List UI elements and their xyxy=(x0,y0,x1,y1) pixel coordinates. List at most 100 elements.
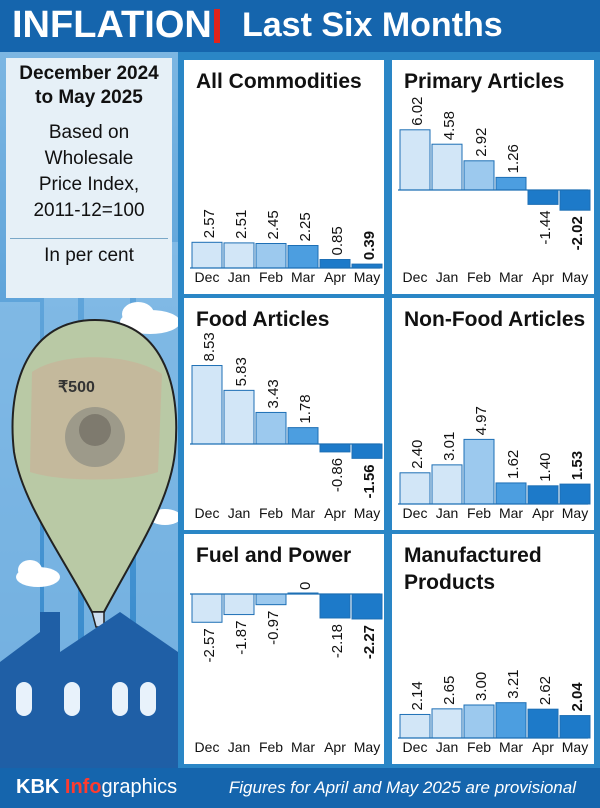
bar-apr xyxy=(319,259,351,269)
category-label: Dec xyxy=(195,739,220,755)
chart-panel-food-articles: Food Articles 8.53 Dec 5.83 Jan 3.43 Feb 1.78 M… xyxy=(184,298,384,530)
bar-mar xyxy=(287,245,319,269)
chart-title: Primary Articles xyxy=(404,70,565,93)
chart-title-line-2: Products xyxy=(404,571,496,594)
bar-jan xyxy=(223,242,255,269)
chart-panel-non-food-articles: Non-Food Articles 2.40 Dec 3.01 Jan 4.97 Feb 1… xyxy=(392,298,594,530)
sidebar-illustration: ₹500 xyxy=(0,52,178,768)
data-label: -2.57 xyxy=(201,628,218,662)
bar-jan xyxy=(431,464,463,505)
data-label: 1.40 xyxy=(537,453,554,482)
data-label: -1.87 xyxy=(233,621,250,655)
chart-title: Fuel and Power xyxy=(196,544,352,567)
category-label: Feb xyxy=(259,739,283,755)
category-label: Feb xyxy=(259,269,283,285)
chart-panel-all-commodities: All Commodities 2.57 Dec 2.51 Jan 2.45 Feb 2.2… xyxy=(184,60,384,294)
category-label: Dec xyxy=(403,505,428,521)
category-label: Feb xyxy=(467,505,491,521)
data-label: -1.44 xyxy=(537,210,554,244)
category-label: Jan xyxy=(228,739,251,755)
chart-svg: 8.53 Dec 5.83 Jan 3.43 Feb 1.78 Mar -0.86 Apr -1.5… xyxy=(190,332,383,521)
chart-title: All Commodities xyxy=(196,70,362,93)
category-label: Dec xyxy=(403,739,428,755)
info-box-background xyxy=(6,58,172,298)
cloud-icons xyxy=(16,302,178,587)
chart-svg: 2.57 Dec 2.51 Jan 2.45 Feb 2.25 Mar 0.85 Apr 0.39 M… xyxy=(190,209,383,285)
header-bar: INFLATION Last Six Months xyxy=(0,0,600,52)
category-label: Apr xyxy=(324,739,346,755)
basis-line-3: Price Index, xyxy=(38,174,140,195)
chart-panel-primary-articles: Primary Articles 6.02 Dec 4.58 Jan 2.92 Feb 1.… xyxy=(392,60,594,294)
category-label: May xyxy=(354,269,380,285)
data-label: 2.62 xyxy=(537,676,554,705)
bar-may xyxy=(351,443,383,459)
banknote-text: ₹500 xyxy=(58,379,95,396)
house-icon xyxy=(0,612,178,768)
bar-feb xyxy=(463,704,495,739)
bar-feb xyxy=(255,593,287,606)
bar-dec xyxy=(191,593,223,623)
chart-svg: 2.14 Dec 2.65 Jan 3.00 Feb 3.21 Mar 2.62 Apr 2.04 M… xyxy=(398,669,591,755)
bar-jan xyxy=(223,593,255,616)
basis-line-1: Based on xyxy=(48,122,130,143)
bar-feb xyxy=(463,160,495,191)
balloon-illustration: ₹500 xyxy=(0,58,178,768)
bar-jan xyxy=(431,143,463,191)
basis-line-4: 2011-12=100 xyxy=(33,200,145,221)
category-label: Feb xyxy=(259,505,283,521)
bar-mar xyxy=(287,427,319,445)
footer-bar: KBK Infographics Figures for April and M… xyxy=(0,768,600,808)
header-subtitle: Last Six Months xyxy=(242,6,503,44)
bar-feb xyxy=(463,438,495,505)
category-label: May xyxy=(354,739,380,755)
bar-apr xyxy=(527,708,559,739)
bar-dec xyxy=(191,365,223,445)
chart-title: Non-Food Articles xyxy=(404,308,586,331)
category-label: Apr xyxy=(324,269,346,285)
bar-may xyxy=(559,715,591,739)
sidebar-info: December 2024 to May 2025 Based on Whole… xyxy=(10,62,168,267)
data-label: 2.25 xyxy=(297,212,314,241)
category-label: Jan xyxy=(436,269,459,285)
footer-note: Figures for April and May 2025 are provi… xyxy=(228,778,576,797)
header-title: INFLATION xyxy=(12,4,212,46)
category-label: Mar xyxy=(499,269,523,285)
data-label: 5.83 xyxy=(233,357,250,386)
data-label: 2.51 xyxy=(233,210,250,239)
data-label: -1.56 xyxy=(361,464,378,498)
category-label: Feb xyxy=(467,739,491,755)
data-label: -2.02 xyxy=(569,216,586,250)
data-label: 1.26 xyxy=(505,144,522,173)
house-windows xyxy=(16,682,156,716)
period-line-1: December 2024 xyxy=(19,63,159,84)
category-label: Jan xyxy=(228,269,251,285)
data-label: 2.57 xyxy=(201,209,218,238)
chart-svg: 2.40 Dec 3.01 Jan 4.97 Feb 1.62 Mar 1.40 Apr 1.53 M… xyxy=(398,406,591,521)
data-label: -2.18 xyxy=(329,624,346,658)
data-label: 2.92 xyxy=(473,128,490,157)
bar-apr xyxy=(527,189,559,205)
chart-title-line-1: Manufactured xyxy=(404,544,542,567)
bar-apr xyxy=(319,443,351,453)
bar-feb xyxy=(255,411,287,445)
data-label: 2.04 xyxy=(569,682,586,712)
category-label: Mar xyxy=(291,269,315,285)
data-label: 0.39 xyxy=(361,231,378,260)
data-label: -0.97 xyxy=(265,611,282,645)
bar-jan xyxy=(431,708,463,739)
bar-feb xyxy=(255,243,287,269)
bar-may xyxy=(351,593,383,620)
data-label: 2.65 xyxy=(441,676,458,705)
category-label: Mar xyxy=(291,739,315,755)
data-label: -0.86 xyxy=(329,458,346,492)
category-label: Apr xyxy=(532,739,554,755)
data-label: 4.58 xyxy=(441,111,458,140)
category-label: Mar xyxy=(291,505,315,521)
category-label: Apr xyxy=(324,505,346,521)
category-label: Dec xyxy=(195,269,220,285)
data-label: -2.27 xyxy=(361,625,378,659)
bar-apr xyxy=(527,485,559,505)
brand-logo: KBK Infographics xyxy=(16,776,177,799)
category-label: Apr xyxy=(532,505,554,521)
